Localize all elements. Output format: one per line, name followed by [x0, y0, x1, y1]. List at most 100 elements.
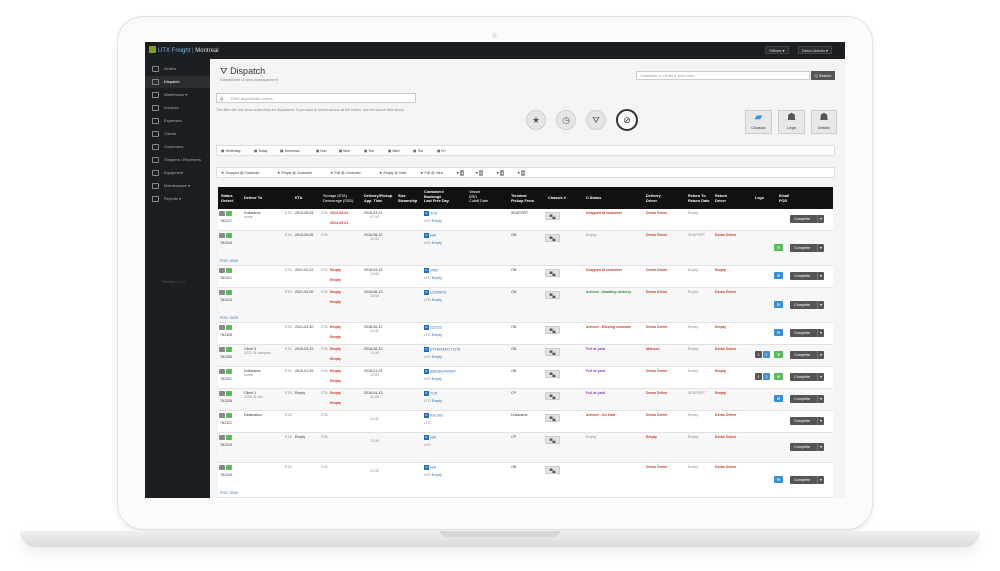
status-filter-dropped-customer[interactable]: ▼ Dropped @ Customer	[221, 171, 260, 175]
container-number[interactable]: E TCD	[424, 211, 437, 216]
chevron-down-icon[interactable]: ▾	[817, 272, 824, 280]
sidebar-item-dispatch[interactable]: Dispatch	[145, 76, 210, 88]
date-filter-today[interactable]: ▦ Today	[254, 149, 268, 153]
sidebar-item-reports[interactable]: Reports ▾	[145, 193, 210, 205]
container-status[interactable]: Full at yard	[586, 347, 606, 351]
complete-button[interactable]: Complete ▾	[790, 373, 824, 381]
email-pod-button[interactable]: ✉	[774, 272, 783, 279]
col-status[interactable]: Status Order#	[221, 194, 234, 203]
order-number[interactable]: 781321	[220, 276, 232, 280]
date-filter-thu[interactable]: ▦ Thu	[413, 149, 424, 153]
date-filter-tue[interactable]: ▦ Tue	[364, 149, 375, 153]
return-to[interactable]: Empty	[688, 211, 699, 215]
container-status[interactable]: Arrived - Awaiting delivery	[586, 290, 632, 294]
delivery-driver[interactable]: Demo Driver	[646, 325, 668, 329]
table-row[interactable]: 781283 Client 3 1222 St Jacques ETA 2019-03-…	[218, 345, 833, 367]
col-container[interactable]: Container# Booking# Last Free Day	[424, 190, 449, 203]
table-row[interactable]: 781326 ETA 2021-03-30 ETA Empty Empty 2018-06-…	[218, 323, 833, 345]
complete-button[interactable]: Complete ▾	[790, 443, 824, 451]
truck-icon[interactable]	[226, 391, 232, 396]
col-legs[interactable]: Legs	[755, 196, 764, 200]
edit-icon[interactable]	[219, 369, 225, 374]
chassis-button[interactable]: ▀▄	[545, 370, 560, 378]
pod-link[interactable]: POD: 5339	[220, 259, 238, 263]
truck-icon[interactable]	[226, 369, 232, 374]
email-pod-button[interactable]: ✉	[774, 351, 783, 358]
return-to[interactable]: Empty	[688, 325, 699, 329]
truck-icon[interactable]	[226, 413, 232, 418]
chevron-down-icon[interactable]: ▾	[817, 476, 824, 484]
return-driver[interactable]: Demo Driver	[715, 233, 737, 237]
sidebar-item-equipment[interactable]: Equipment	[145, 167, 210, 179]
chassis-button[interactable]: ▀▄	[545, 212, 560, 220]
table-row[interactable]: 781321 ETA 2021-02-22 ETA Empty Empty 2018-04-…	[218, 266, 833, 288]
container-number[interactable]: E 1402	[424, 268, 438, 273]
leg-badge[interactable]: 2	[763, 373, 770, 380]
table-row[interactable]: 781315 ETA 2014-05-05 ETA 2018-06-12 12:00 E N/…	[218, 231, 833, 266]
return-to[interactable]: Empty	[688, 465, 699, 469]
table-row[interactable]: 781316 ETA ETA 12:00 E N/A LFD Empty ON ▀▄ Demo D…	[218, 463, 833, 498]
table-row[interactable]: 781319 ETA Empty ETA 12:00 E N/A LFD CP ▀▄ Empty E…	[218, 433, 833, 463]
col-eta[interactable]: ETA	[295, 196, 303, 200]
truck-icon[interactable]	[226, 233, 232, 238]
truck-icon[interactable]	[226, 268, 232, 273]
container-status[interactable]: Full at yard	[586, 369, 606, 373]
truck-icon[interactable]	[226, 211, 232, 216]
container-status[interactable]: Full at yard	[586, 391, 606, 395]
return-to[interactable]: SEAPORT	[688, 233, 706, 237]
order-number[interactable]: 781316	[220, 473, 232, 477]
container-status[interactable]: Empty	[586, 233, 597, 237]
sidebar-item-customers[interactable]: Customers	[145, 141, 210, 153]
return-driver[interactable]: Empty	[715, 325, 726, 329]
global-search-input[interactable]: Container #, Order # and more	[636, 71, 810, 80]
container-status[interactable]: Dropped at customer	[586, 211, 623, 215]
table-row[interactable]: 781328 Client 1 1256 St Jax ETA Empty ETA Empt…	[218, 389, 833, 411]
email-pod-button[interactable]: ✉	[774, 301, 783, 308]
return-to[interactable]: Empty	[688, 268, 699, 272]
complete-button[interactable]: Complete ▾	[790, 215, 824, 223]
status-filter-empty-customer[interactable]: ▼ Empty @ Customer	[277, 171, 313, 175]
chevron-down-icon[interactable]: ▾	[817, 395, 824, 403]
leg-badge[interactable]: 2	[763, 351, 770, 358]
container-number[interactable]: E TCD	[424, 391, 437, 396]
sidebar-item-clients[interactable]: Clients	[145, 128, 210, 140]
container-status[interactable]: Arrived - Missing customs	[586, 325, 631, 329]
date-filter-tomorrow[interactable]: ▦ Tomorrow	[280, 149, 300, 153]
return-driver[interactable]: Demo Driver	[715, 290, 737, 294]
col-chassis[interactable]: Chassis #	[548, 196, 566, 200]
return-driver[interactable]: Demo Driver	[715, 413, 737, 417]
recent-button[interactable]: ◷	[556, 110, 576, 130]
search-button[interactable]: Q Search	[811, 71, 835, 80]
container-status[interactable]: Dropped at customer	[586, 268, 623, 272]
status-filter-extra-2[interactable]: ▼ 4	[475, 170, 484, 176]
return-driver[interactable]: Empty	[715, 369, 726, 373]
chevron-down-icon[interactable]: ▾	[817, 329, 824, 337]
truck-icon[interactable]	[226, 347, 232, 352]
table-row[interactable]: 781313 ETA 2021-02-09 ETA Empty Empty 2018-06-…	[218, 288, 833, 323]
col-return-driver[interactable]: Return Driver	[715, 194, 728, 203]
container-number[interactable]: E N/A	[424, 465, 436, 470]
return-to[interactable]: Empty	[688, 413, 699, 417]
date-filter-mon[interactable]: ▦ Mon	[339, 149, 351, 153]
col-vessel[interactable]: Vessel ERD Cutoff Date	[469, 190, 489, 203]
email-pod-button[interactable]: ✉	[774, 329, 783, 336]
pod-link[interactable]: POD: 3329	[220, 316, 238, 320]
chevron-down-icon[interactable]: ▾	[817, 215, 824, 223]
brand[interactable]: UTX Freight | Montreal	[149, 46, 219, 54]
col-cstatus[interactable]: C.Status	[586, 196, 602, 200]
leg-badge[interactable]: 1	[755, 351, 762, 358]
return-driver[interactable]: Empty	[715, 268, 726, 272]
order-number[interactable]: 781321	[220, 421, 232, 425]
container-status[interactable]: Empty	[586, 435, 597, 439]
chevron-down-icon[interactable]: ▾	[817, 417, 824, 425]
complete-button[interactable]: Complete ▾	[790, 244, 824, 252]
edit-icon[interactable]	[219, 465, 225, 470]
chassis-button[interactable]: ▰ Chassis	[745, 110, 772, 134]
chassis-button[interactable]: ▀▄	[545, 326, 560, 334]
user-menu[interactable]: Demo Admin ▾	[798, 46, 833, 54]
complete-button[interactable]: Complete ▾	[790, 476, 824, 484]
col-email-pod[interactable]: Email POD	[779, 194, 790, 203]
chassis-button[interactable]: ▀▄	[545, 234, 560, 242]
chassis-button[interactable]: ▀▄	[545, 291, 560, 299]
edit-icon[interactable]	[219, 325, 225, 330]
